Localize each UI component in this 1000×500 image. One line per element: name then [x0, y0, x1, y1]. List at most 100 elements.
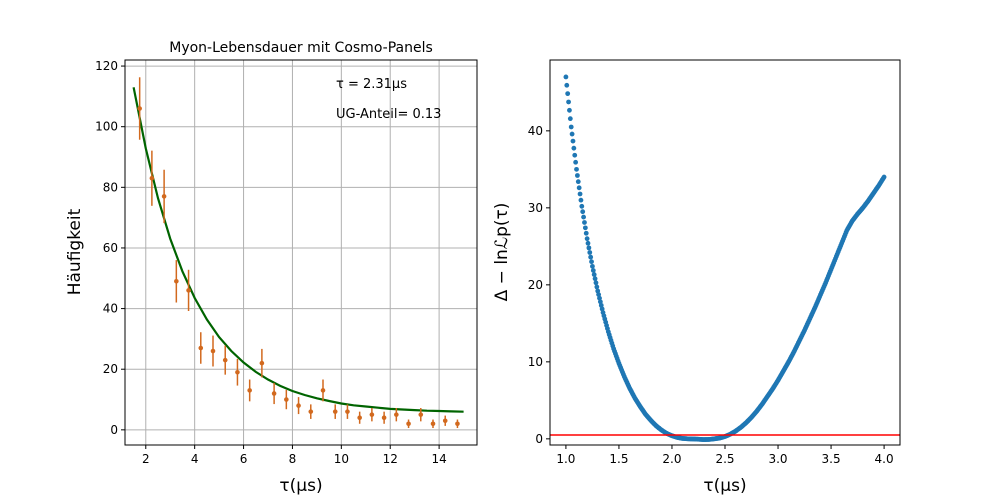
likelihood-point — [590, 263, 595, 269]
likelihood-point — [568, 124, 574, 130]
y-tick-label: 80 — [103, 180, 118, 194]
right-series — [550, 74, 900, 443]
x-tick-label: 3.0 — [768, 452, 787, 466]
left-x-axis-label: τ(μs) — [279, 476, 322, 496]
data-point — [149, 175, 155, 181]
likelihood-point — [881, 174, 887, 180]
likelihood-point — [567, 116, 573, 122]
likelihood-point — [599, 306, 605, 312]
likelihood-point — [575, 179, 581, 185]
likelihood-point — [574, 166, 579, 172]
data-point — [369, 412, 375, 417]
data-point — [345, 409, 350, 414]
likelihood-point — [580, 209, 586, 215]
likelihood-point — [589, 259, 594, 265]
data-point — [210, 348, 216, 354]
data-point — [394, 412, 399, 417]
data-point — [174, 278, 179, 284]
likelihood-point — [598, 302, 604, 308]
data-point — [259, 360, 265, 366]
data-point — [161, 194, 167, 199]
data-point — [406, 421, 411, 427]
likelihood-point — [570, 138, 576, 144]
data-point — [442, 418, 448, 424]
right-x-axis-label: τ(μs) — [703, 476, 746, 496]
likelihood-point — [572, 152, 578, 158]
likelihood-point — [582, 225, 588, 231]
data-point — [186, 288, 191, 293]
likelihood-point — [596, 292, 602, 297]
data-point — [320, 388, 326, 393]
left-title: Myon-Lebensdauer mit Cosmo-Panels — [169, 40, 433, 56]
x-tick-label: 10 — [334, 452, 349, 466]
data-point — [455, 421, 460, 427]
likelihood-point — [594, 284, 600, 290]
x-tick-label: 1.0 — [556, 452, 575, 466]
left-series — [132, 77, 464, 429]
likelihood-point — [581, 214, 586, 220]
x-tick-label: 2.0 — [662, 452, 681, 466]
likelihood-point — [593, 280, 599, 286]
likelihood-point — [578, 197, 584, 203]
likelihood-point — [597, 295, 602, 301]
data-point — [271, 391, 277, 396]
data-point — [284, 397, 289, 402]
data-point — [332, 409, 338, 414]
y-tick-label: 20 — [528, 278, 543, 292]
panel-lifetime-fit: 2 4 6 8 10 12 14 0 20 40 60 80 100 120 Myon-Lebensdau… — [65, 40, 478, 496]
likelihood-point — [577, 191, 583, 197]
likelihood-point — [567, 107, 572, 113]
right-ticks: 1.0 1.5 2.0 2.5 3.0 3.5 4.0 0 10 20 30 40 — [528, 124, 894, 466]
left-ticks: 2 4 6 8 10 12 14 0 20 40 60 80 100 120 — [95, 59, 447, 466]
data-point — [418, 412, 424, 417]
y-tick-label: 30 — [528, 201, 543, 215]
y-tick-label: 100 — [95, 120, 118, 134]
data-point — [137, 106, 142, 111]
likelihood-point — [569, 131, 575, 137]
likelihood-point — [592, 276, 598, 282]
x-tick-label: 3.5 — [822, 452, 841, 466]
data-point — [308, 409, 314, 414]
data-point — [296, 403, 301, 408]
likelihood-point — [597, 299, 603, 305]
y-tick-label: 120 — [95, 59, 118, 73]
x-tick-label: 12 — [383, 452, 398, 466]
likelihood-point — [590, 268, 596, 273]
likelihood-point — [585, 240, 591, 246]
likelihood-point — [583, 230, 589, 236]
likelihood-point — [588, 254, 594, 260]
likelihood-point — [571, 145, 577, 151]
likelihood-point — [564, 82, 570, 88]
likelihood-point — [595, 288, 601, 294]
x-tick-label: 6 — [240, 452, 248, 466]
x-tick-label: 2 — [142, 452, 150, 466]
y-tick-label: 40 — [528, 124, 543, 138]
y-tick-label: 60 — [103, 241, 118, 255]
likelihood-point — [591, 272, 597, 277]
data-point — [247, 388, 252, 393]
y-tick-label: 10 — [528, 355, 543, 369]
right-y-axis-label: Δ − lnℒp(τ) — [492, 203, 512, 302]
likelihood-point — [563, 74, 569, 80]
left-grid — [125, 60, 477, 445]
y-tick-label: 20 — [103, 362, 118, 376]
likelihood-point — [566, 99, 571, 105]
data-point — [430, 421, 436, 427]
likelihood-point — [573, 159, 579, 165]
x-tick-label: 8 — [289, 452, 297, 466]
left-plot-frame — [124, 59, 478, 446]
likelihood-point — [587, 250, 593, 255]
likelihood-point — [574, 173, 580, 178]
data-point — [198, 345, 204, 351]
x-tick-label: 1.5 — [609, 452, 628, 466]
y-tick-label: 40 — [103, 302, 118, 316]
likelihood-point — [586, 245, 592, 251]
data-point — [235, 369, 240, 375]
likelihood-point — [582, 220, 587, 225]
x-tick-label: 2.5 — [715, 452, 734, 466]
x-tick-label: 4 — [191, 452, 199, 466]
likelihood-point — [576, 185, 582, 191]
x-tick-label: 4.0 — [875, 452, 894, 466]
